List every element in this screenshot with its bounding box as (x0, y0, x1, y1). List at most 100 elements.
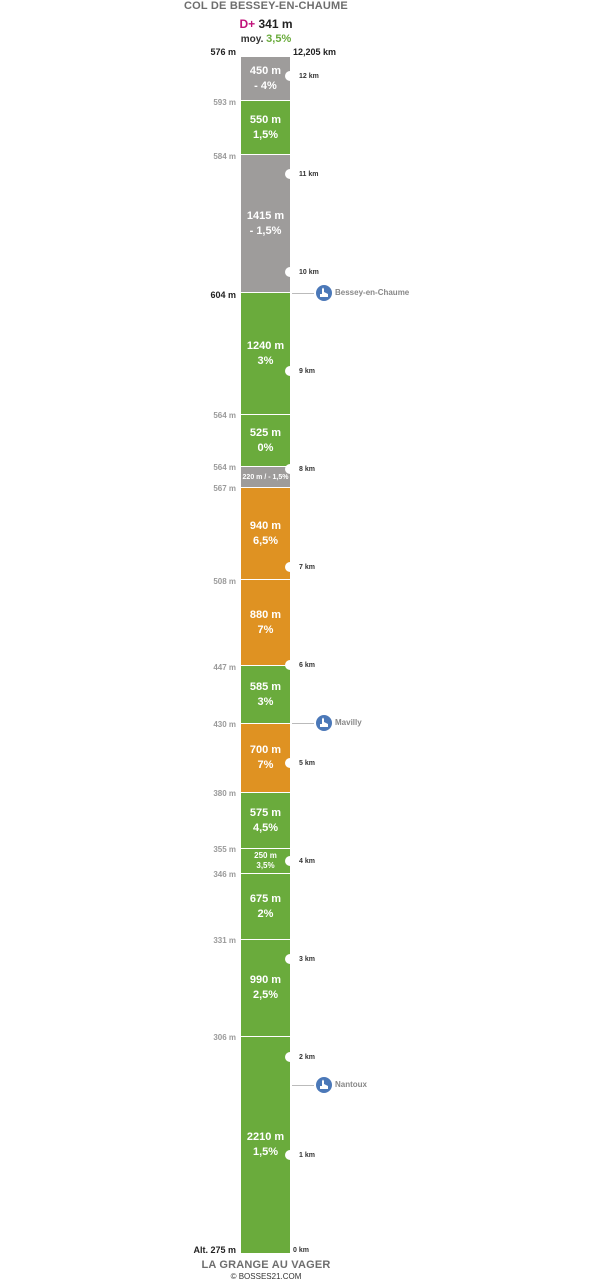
climb-title: COL DE BESSEY-EN-CHAUME (184, 0, 348, 12)
profile-segment: 700 m 7% (241, 724, 290, 793)
km-marker-label: 9 km (299, 367, 315, 375)
profile-segment: 220 m / - 1,5% (241, 467, 290, 488)
total-distance: 12,205 km (293, 47, 337, 57)
km-marker-dot (285, 464, 295, 474)
altitude-label: 306 m (213, 1033, 236, 1042)
km-marker-dot (285, 1150, 295, 1160)
dplus-prefix: D+ (239, 17, 256, 31)
km-marker-dot (285, 267, 295, 277)
km-marker-label: 12 km (299, 72, 319, 80)
segment-label: 1240 m 3% (246, 339, 285, 367)
church-icon (316, 1077, 332, 1093)
altitude-label: 331 m (213, 936, 236, 945)
altitude-label: 564 m (213, 411, 236, 420)
km-marker: 4 km (285, 855, 315, 867)
segment-label: 250 m 3,5% (254, 851, 277, 870)
km-marker-label: 8 km (299, 465, 315, 473)
km-marker-label: 11 km (299, 170, 319, 178)
segment-label: 525 m 0% (249, 426, 282, 454)
village-label: Mavilly (335, 718, 362, 727)
km-marker-dot (285, 1052, 295, 1062)
altitude-label: 593 m (213, 98, 236, 107)
altitude-label: 508 m (213, 577, 236, 586)
km-marker: 8 km (285, 463, 315, 475)
altitude-label: 346 m (213, 870, 236, 879)
altitude-label: 430 m (213, 720, 236, 729)
profile-segment: 575 m 4,5% (241, 793, 290, 849)
profile-segment: 250 m 3,5% (241, 849, 290, 874)
km-marker-dot (285, 366, 295, 376)
km-marker-label: 6 km (299, 661, 315, 669)
km-marker-dot (285, 71, 295, 81)
avg-value: 3,5% (266, 33, 292, 45)
village-label: Nantoux (335, 1080, 367, 1089)
altitude-label: 447 m (213, 663, 236, 672)
km-marker-dot (285, 660, 295, 670)
copyright: © BOSSES21.COM (230, 1272, 302, 1281)
profile-segment: 880 m 7% (241, 580, 290, 666)
km-marker: 11 km (285, 168, 318, 180)
segment-label: 990 m 2,5% (249, 974, 282, 1001)
profile-segment: 2210 m 1,5% (241, 1037, 290, 1254)
km-marker-dot (285, 169, 295, 179)
km-marker: 6 km (285, 659, 315, 671)
average-gradient: moy. 3,5% (0, 33, 532, 45)
altitude-label: 564 m (213, 463, 236, 472)
altitude-label: 355 m (213, 845, 236, 854)
village-label: Bessey-en-Chaume (335, 288, 410, 297)
village-leader-line (292, 293, 314, 294)
church-icon (316, 285, 332, 301)
profile-segment: 675 m 2% (241, 874, 290, 940)
profile-segment: 550 m 1,5% (241, 101, 290, 155)
segment-label: 880 m 7% (249, 608, 282, 636)
km-marker-label: 3 km (299, 955, 315, 963)
altitude-label: 567 m (213, 484, 236, 493)
km-marker: 5 km (285, 757, 315, 769)
km-marker: 10 km (285, 266, 319, 278)
km-marker: 2 km (285, 1051, 315, 1063)
profile-segment: 450 m - 4% (241, 57, 290, 101)
km-marker-label: 10 km (299, 268, 319, 276)
segment-label: 575 m 4,5% (249, 806, 282, 834)
profile-segment: 585 m 3% (241, 666, 290, 724)
segment-label: 2210 m 1,5% (246, 1131, 285, 1158)
profile-segment: 940 m 6,5% (241, 488, 290, 580)
km-marker: 7 km (285, 561, 315, 573)
segment-label: 450 m - 4% (249, 64, 282, 92)
village-leader-line (292, 1085, 314, 1086)
dplus-value: 341 m (258, 17, 293, 31)
km-marker: 3 km (285, 953, 315, 965)
segment-label: 585 m 3% (249, 680, 282, 708)
km-marker-label: 2 km (299, 1053, 315, 1061)
start-location: LA GRANGE AU VAGER (201, 1259, 331, 1271)
segment-label: 940 m 6,5% (249, 519, 282, 547)
km-marker-dot (285, 856, 295, 866)
km-marker-dot (285, 758, 295, 768)
km-marker-label: 1 km (299, 1151, 315, 1159)
km-marker: 1 km (285, 1149, 315, 1161)
start-altitude: Alt. 275 m (193, 1245, 236, 1255)
km-marker: 0 km (289, 1244, 309, 1256)
profile-segment: 1240 m 3% (241, 293, 290, 415)
km-marker: 9 km (285, 365, 315, 377)
segment-label: 550 m 1,5% (249, 113, 282, 141)
church-icon (316, 715, 332, 731)
profile-segment: 1415 m - 1,5% (241, 155, 290, 293)
avg-prefix: moy. (240, 34, 264, 45)
km-marker-dot (285, 954, 295, 964)
km-marker-label: 4 km (299, 857, 315, 865)
profile-segment: 525 m 0% (241, 415, 290, 467)
km-marker-dot (285, 562, 295, 572)
segment-label: 1415 m - 1,5% (246, 209, 285, 237)
summit-altitude: 576 m (210, 47, 236, 57)
km-marker: 12 km (285, 70, 319, 82)
profile-segment: 990 m 2,5% (241, 940, 290, 1037)
km-marker-label: 5 km (299, 759, 315, 767)
village-leader-line (292, 723, 314, 724)
segment-label: 220 m / - 1,5% (242, 473, 289, 481)
altitude-label: 380 m (213, 789, 236, 798)
altitude-label: 604 m (210, 290, 236, 300)
km-marker-label: 0 km (293, 1246, 309, 1254)
segment-label: 675 m 2% (249, 892, 282, 920)
altitude-label: 584 m (213, 152, 236, 161)
